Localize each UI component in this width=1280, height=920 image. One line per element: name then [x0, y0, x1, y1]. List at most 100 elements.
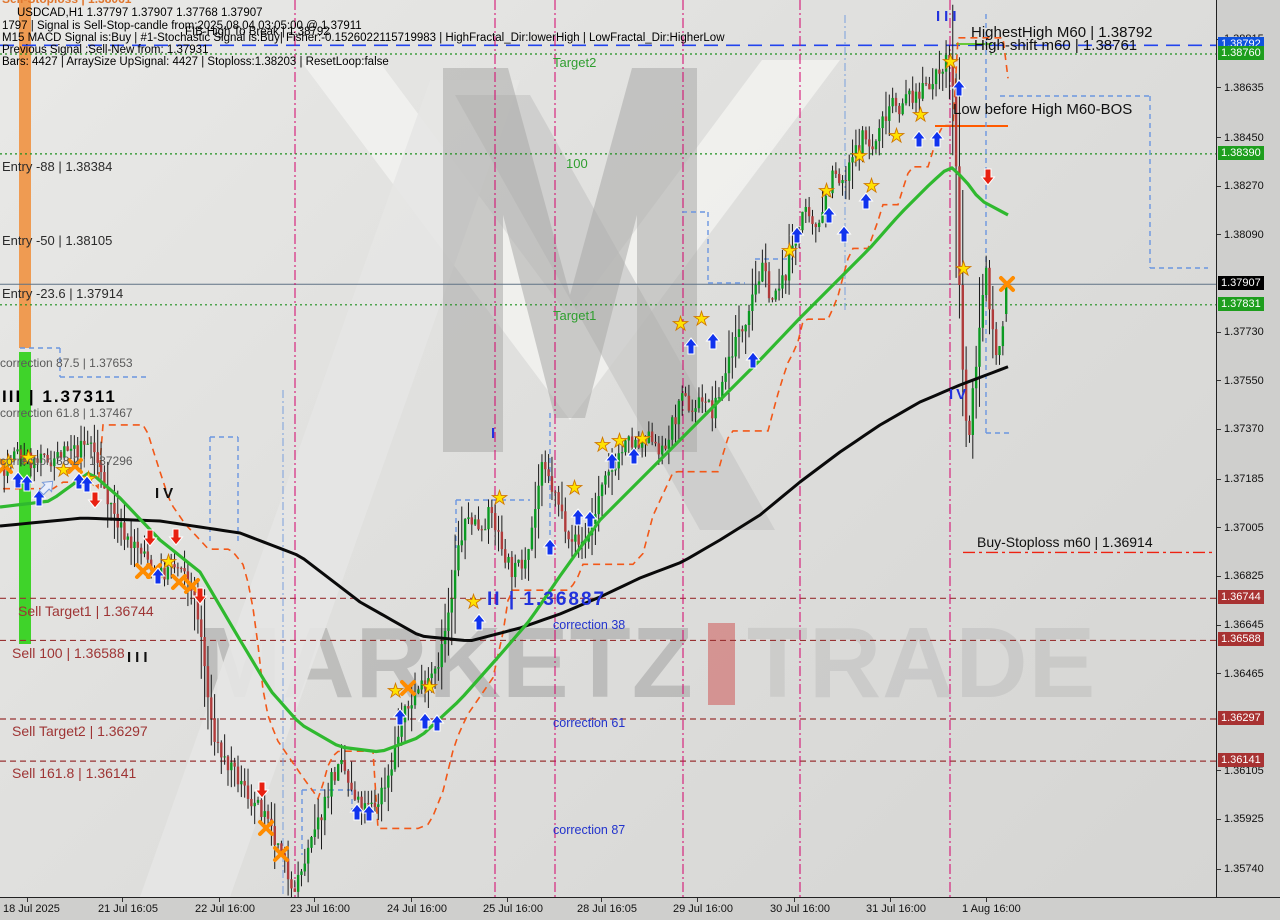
price-tick-label: 1.37370 — [1224, 423, 1264, 436]
info-line-1: USDCAD,H1 1.37797 1.37907 1.37768 1.3790… — [17, 7, 263, 19]
wave2-price-label: II | 1.36887 — [487, 589, 607, 610]
star-signal-icon: ★ — [781, 240, 798, 262]
close-signal-x-icon — [999, 276, 1015, 292]
price-tick-mark — [1217, 624, 1221, 626]
price-tick-mark — [1217, 428, 1221, 430]
price-tick-label: 1.36645 — [1224, 619, 1264, 632]
price-tick-mark — [1217, 137, 1221, 139]
price-tick-label: 1.37730 — [1224, 326, 1264, 339]
star-signal-icon: ★ — [942, 51, 959, 73]
star-signal-icon: ★ — [818, 180, 835, 202]
price-tick-label: 1.38090 — [1224, 228, 1264, 241]
price-tick-label: 1.36465 — [1224, 667, 1264, 680]
close-signal-x-icon — [400, 680, 416, 696]
buy-arrow-icon — [417, 712, 433, 730]
close-signal-x-icon — [184, 578, 200, 594]
time-tick-label: 21 Jul 16:05 — [98, 903, 158, 915]
time-tick-mark — [122, 898, 123, 902]
buy-stoploss-label: Buy-Stoploss m60 | 1.36914 — [977, 534, 1153, 550]
candlestick-chart[interactable]: ★★★★★★★★★★★★★★★★★★★★★★★ — [0, 0, 1216, 897]
session-band — [19, 0, 31, 348]
price-tick-mark — [1217, 818, 1221, 820]
star-signal-icon: ★ — [594, 434, 611, 456]
watermark-red-bar-icon — [707, 622, 735, 705]
info-line-2: 1797 | Signal is Sell-Stop-candle from:2… — [2, 20, 362, 32]
target1-label: Target1 — [553, 308, 597, 323]
price-tick-mark — [1217, 868, 1221, 870]
fib-high-to-break-label: FIB-High To Break | 1.38792 — [185, 26, 330, 38]
star-signal-icon: ★ — [566, 477, 583, 499]
sell-arrow-icon — [142, 529, 158, 547]
target2-label: Target2 — [553, 55, 597, 70]
info-line-5: Bars: 4427 | ArraySize UpSignal: 4427 | … — [2, 56, 389, 68]
price-badge-1.37831: 1.37831 — [1218, 296, 1264, 311]
time-tick-mark — [507, 898, 508, 902]
sell-arrow-icon — [254, 781, 270, 799]
buy-arrow-icon — [683, 337, 699, 355]
time-tick-mark — [27, 898, 28, 902]
buy-arrow-icon — [471, 613, 487, 631]
star-signal-icon: ★ — [20, 447, 37, 469]
star-signal-icon: ★ — [160, 551, 177, 573]
correction-382-label: correction 38.2 | 1.37296 — [0, 454, 133, 468]
correction-87-label: correction 87 — [553, 823, 626, 837]
price-tick-mark — [1217, 478, 1221, 480]
correction-61-label: correction 61 — [553, 716, 626, 730]
entry-236-label: Entry -23.6 | 1.37914 — [2, 286, 124, 301]
buy-arrow-icon — [392, 708, 408, 726]
buy-arrow-icon — [951, 79, 967, 97]
price-tick-label: 1.37185 — [1224, 473, 1264, 486]
star-signal-icon: ★ — [912, 104, 929, 126]
correction-875-label: correction 87.5 | 1.37653 — [0, 356, 133, 370]
star-signal-icon: ★ — [421, 676, 438, 698]
info-line-3: M15 MACD Signal is:Buy | #1-Stochastic S… — [2, 32, 725, 44]
price-tick-label: 1.38635 — [1224, 81, 1264, 94]
close-signal-x-icon — [0, 458, 13, 474]
roman-iv-black: IV — [155, 485, 178, 502]
clipped-sell-stoploss-label: Sell-Stoploss | 1.38061 — [2, 0, 131, 6]
price-tick-label: 1.36825 — [1224, 570, 1264, 583]
sell-target2-label: Sell Target2 | 1.36297 — [12, 723, 148, 739]
background-logo-m — [443, 68, 697, 452]
ne-hollow-arrow-icon — [38, 480, 54, 496]
price-badge-1.38760: 1.38760 — [1218, 46, 1264, 60]
close-signal-x-icon — [258, 820, 274, 836]
buy-arrow-icon — [361, 804, 377, 822]
sell-100-label: Sell 100 | 1.36588 — [12, 645, 125, 661]
price-badge-1.36141: 1.36141 — [1218, 753, 1264, 768]
price-tick-mark — [1217, 575, 1221, 577]
correction-618-label: correction 61.8 | 1.37467 — [0, 406, 133, 420]
correction-38-label: correction 38 — [553, 618, 626, 632]
sell-arrow-icon — [168, 528, 184, 546]
buy-arrow-icon — [542, 538, 558, 556]
price-tick-label: 1.36105 — [1224, 764, 1264, 777]
star-signal-icon: ★ — [955, 258, 972, 280]
price-badge-1.38390: 1.38390 — [1218, 145, 1264, 160]
sell-arrow-icon — [192, 587, 208, 605]
buy-arrow-icon — [19, 474, 35, 492]
price-axis[interactable]: 1.388151.386351.384501.382701.380901.377… — [1216, 0, 1280, 897]
price-tick-label: 1.38270 — [1224, 180, 1264, 193]
time-tick-label: 18 Jul 2025 — [3, 903, 60, 915]
time-axis[interactable]: 18 Jul 2025 21 Jul 16:05 22 Jul 16:00 23 Ju… — [0, 897, 1280, 920]
star-signal-icon: ★ — [888, 125, 905, 147]
price-badge-1.36588: 1.36588 — [1218, 632, 1264, 647]
price-tick-mark — [1217, 770, 1221, 772]
buy-arrow-icon — [150, 567, 166, 585]
star-signal-icon: ★ — [672, 313, 689, 335]
price-tick-label: 1.38450 — [1224, 131, 1264, 144]
price-tick-mark — [1217, 527, 1221, 529]
price-tick-mark — [1217, 673, 1221, 675]
session-band — [19, 352, 31, 644]
buy-arrow-icon — [821, 206, 837, 224]
buy-arrow-icon — [626, 447, 642, 465]
star-signal-icon: ★ — [465, 591, 482, 613]
roman-i-blue: I — [491, 425, 496, 442]
roman-iv-blue: IV — [949, 386, 970, 403]
star-signal-icon: ★ — [387, 680, 404, 702]
buy-arrow-icon — [789, 226, 805, 244]
price-badge-1.36297: 1.36297 — [1218, 711, 1264, 725]
star-signal-icon: ★ — [0, 451, 17, 473]
time-tick-mark — [411, 898, 412, 902]
